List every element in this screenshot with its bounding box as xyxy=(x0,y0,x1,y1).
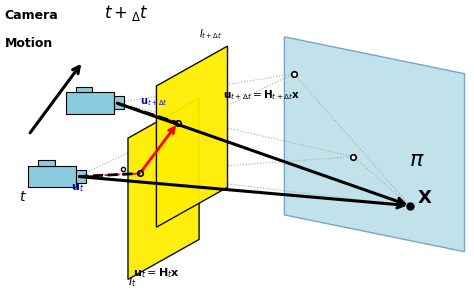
Text: Motion: Motion xyxy=(5,37,53,50)
Polygon shape xyxy=(128,98,199,279)
Text: $I_t$: $I_t$ xyxy=(128,275,137,289)
Text: $\mathbf{u}_{t+\Delta t}$: $\mathbf{u}_{t+\Delta t}$ xyxy=(140,96,167,108)
Bar xyxy=(76,170,86,183)
Text: $\pi$: $\pi$ xyxy=(409,149,425,171)
Bar xyxy=(66,92,114,114)
Text: $t+_{\Delta}t$: $t+_{\Delta}t$ xyxy=(104,3,149,23)
Text: $\mathbf{X}$: $\mathbf{X}$ xyxy=(417,188,433,207)
Text: Camera: Camera xyxy=(5,9,58,22)
Bar xyxy=(76,87,92,92)
Text: $\mathbf{u}_t$: $\mathbf{u}_t$ xyxy=(71,182,84,194)
Bar xyxy=(114,96,124,109)
Text: $\mathbf{u}_{t+\Delta t}=\mathbf{H}_{t+\Delta t}\mathbf{x}$: $\mathbf{u}_{t+\Delta t}=\mathbf{H}_{t+\… xyxy=(223,88,300,102)
Text: $I_{t+\Delta t}$: $I_{t+\Delta t}$ xyxy=(199,27,222,41)
Polygon shape xyxy=(156,46,228,227)
Text: $\mathbf{u}_t = \mathbf{H}_t\mathbf{x}$: $\mathbf{u}_t = \mathbf{H}_t\mathbf{x}$ xyxy=(133,266,180,280)
Bar xyxy=(28,166,76,187)
Polygon shape xyxy=(284,37,465,252)
Bar xyxy=(38,161,55,166)
Text: $t$: $t$ xyxy=(19,190,27,204)
